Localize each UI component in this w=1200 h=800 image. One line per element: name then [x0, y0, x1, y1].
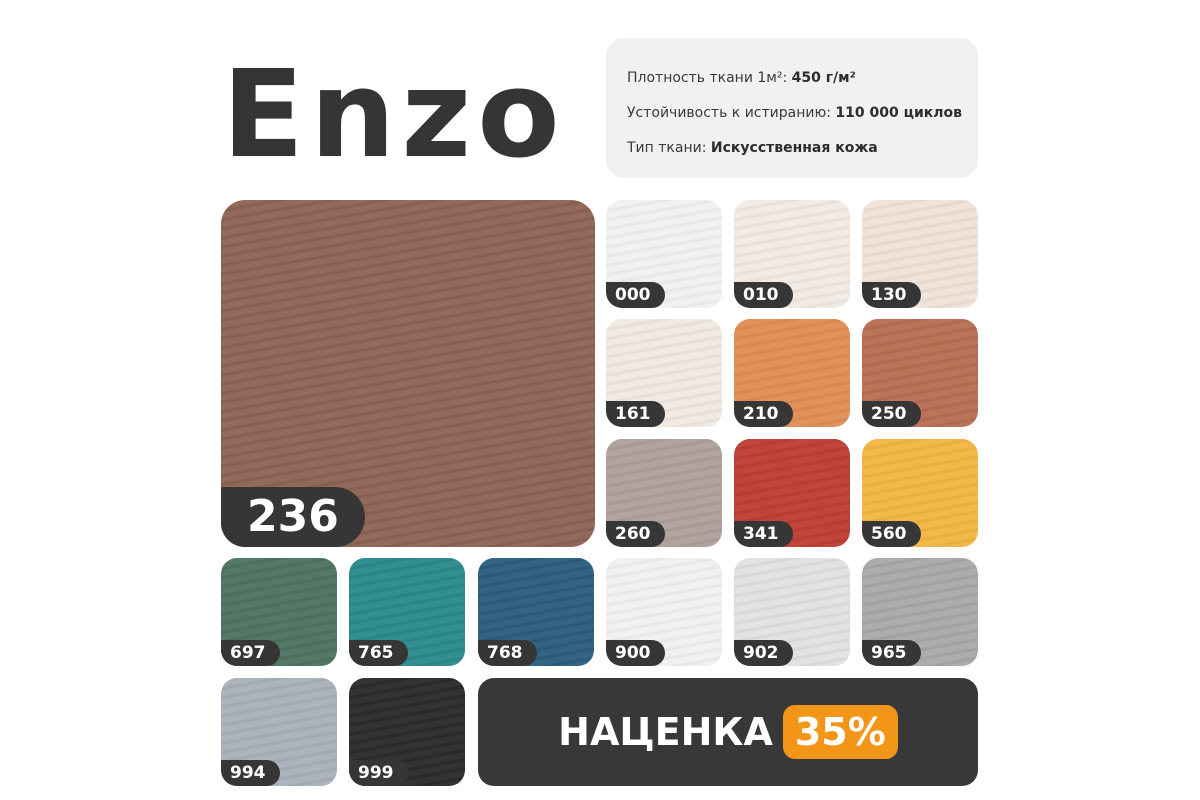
swatch-250[interactable]: 250	[862, 319, 978, 427]
swatch-code: 130	[862, 282, 921, 308]
swatch-code: 902	[734, 640, 793, 666]
spec-density: Плотность ткани 1м²: 450 г/м²	[627, 70, 856, 86]
swatch-code: 765	[349, 640, 408, 666]
markup-label: НАЦЕНКА	[558, 710, 773, 754]
swatch-161[interactable]: 161	[606, 319, 722, 427]
swatch-code: 210	[734, 401, 793, 427]
swatch-130[interactable]: 130	[862, 200, 978, 308]
swatch-560[interactable]: 560	[862, 439, 978, 547]
swatch-code: 768	[478, 640, 537, 666]
swatch-code: 965	[862, 640, 921, 666]
swatch-697[interactable]: 697	[221, 558, 337, 666]
swatch-341[interactable]: 341	[734, 439, 850, 547]
swatch-code: 010	[734, 282, 793, 308]
swatch-code: 000	[606, 282, 665, 308]
specs-panel: Плотность ткани 1м²: 450 г/м² Устойчивос…	[606, 38, 978, 178]
swatch-260[interactable]: 260	[606, 439, 722, 547]
markup-percent-badge: 35%	[782, 705, 898, 759]
swatch-code: 260	[606, 521, 665, 547]
swatch-code: 900	[606, 640, 665, 666]
swatch-965[interactable]: 965	[862, 558, 978, 666]
swatch-999[interactable]: 999	[349, 678, 465, 786]
swatch-994[interactable]: 994	[221, 678, 337, 786]
swatch-765[interactable]: 765	[349, 558, 465, 666]
swatch-010[interactable]: 010	[734, 200, 850, 308]
swatch-code: 697	[221, 640, 280, 666]
spec-fabric-type: Тип ткани: Искусственная кожа	[627, 140, 878, 156]
swatch-code: 999	[349, 760, 408, 786]
swatch-768[interactable]: 768	[478, 558, 594, 666]
swatch-code: 560	[862, 521, 921, 547]
swatch-902[interactable]: 902	[734, 558, 850, 666]
featured-swatch-code: 236	[221, 487, 365, 547]
featured-swatch[interactable]: 236	[221, 200, 595, 547]
swatch-code: 250	[862, 401, 921, 427]
swatch-code: 161	[606, 401, 665, 427]
swatch-code: 994	[221, 760, 280, 786]
swatch-000[interactable]: 000	[606, 200, 722, 308]
product-title: Enzo	[222, 46, 566, 185]
swatch-210[interactable]: 210	[734, 319, 850, 427]
swatch-900[interactable]: 900	[606, 558, 722, 666]
markup-banner: НАЦЕНКА 35%	[478, 678, 978, 786]
spec-abrasion: Устойчивость к истиранию: 110 000 циклов	[627, 105, 963, 121]
swatch-code: 341	[734, 521, 793, 547]
